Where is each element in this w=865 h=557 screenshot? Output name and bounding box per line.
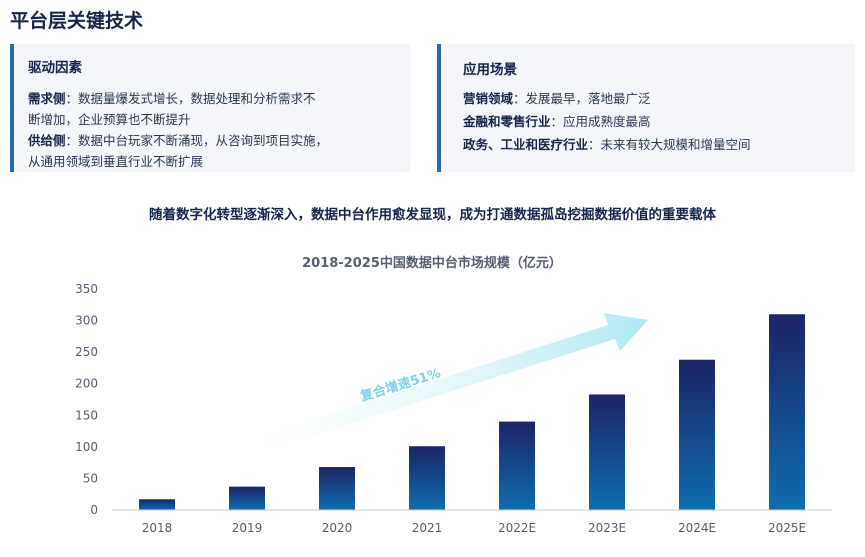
supply-line-2: 从通用领域到垂直行业不断扩展 [28, 154, 204, 169]
scenarios-heading: 应用场景 [463, 62, 517, 78]
y-tick-label: 0 [90, 503, 98, 517]
supply-line-1: 供给侧：数据中台玩家不断涌现，从咨询到项目实施， [28, 130, 410, 151]
bar-2021 [409, 446, 445, 510]
scenario-item: 营销领域：发展最早，落地最广泛 [463, 90, 855, 108]
scenario-text: ：发展最早，落地最广泛 [513, 91, 651, 106]
x-tick-label: 2018 [142, 521, 173, 535]
bar-2024E [679, 359, 715, 510]
x-tick-label: 2024E [678, 521, 716, 535]
x-tick-label: 2022E [498, 521, 536, 535]
supply-text-1: ：数据中台玩家不断涌现，从咨询到项目实施， [65, 133, 329, 148]
drivers-heading: 驱动因素 [28, 60, 82, 76]
demand-line-2: 断增加，企业预算也不断提升 [28, 112, 191, 127]
supply-label: 供给侧 [28, 133, 66, 148]
bar-2019 [229, 486, 265, 510]
demand-label: 需求侧 [28, 91, 66, 106]
y-tick-label: 200 [75, 377, 98, 391]
y-tick-label: 300 [75, 314, 98, 328]
market-size-chart: 2018-2025中国数据中台市场规模（亿元） 复合增速51% 05010015… [75, 255, 832, 535]
drivers-panel: 驱动因素 需求侧：数据量爆发式增长，数据处理和分析需求不 断增加，企业预算也不断… [10, 44, 410, 172]
scenario-label: 政务、工业和医疗行业 [463, 137, 589, 152]
scenario-label: 营销领域 [463, 91, 514, 106]
scenario-text: ：未来有较大规模和增量空间 [588, 137, 751, 152]
y-tick-label: 150 [75, 408, 98, 422]
x-tick-label: 2023E [588, 521, 626, 535]
scenarios-panel: 应用场景 营销领域：发展最早，落地最广泛 金融和零售行业：应用成熟度最高 政务、… [437, 44, 855, 172]
demand-text-1: ：数据量爆发式增长，数据处理和分析需求不 [65, 91, 316, 106]
bar-2023E [589, 394, 625, 510]
scenario-item: 金融和零售行业：应用成熟度最高 [463, 113, 855, 131]
y-tick-label: 350 [75, 282, 98, 296]
growth-arrow-icon [234, 313, 648, 459]
x-tick-label: 2019 [232, 521, 263, 535]
bar-2020 [319, 467, 355, 510]
chart-title: 2018-2025中国数据中台市场规模（亿元） [302, 255, 562, 271]
x-tick-label: 2020 [322, 521, 353, 535]
y-tick-label: 250 [75, 345, 98, 359]
scenario-item: 政务、工业和医疗行业：未来有较大规模和增量空间 [463, 136, 855, 154]
bar-2022E [499, 421, 535, 510]
scenario-label: 金融和零售行业 [463, 114, 551, 129]
demand-line-1: 需求侧：数据量爆发式增长，数据处理和分析需求不 [28, 88, 410, 109]
scenario-text: ：应用成熟度最高 [550, 114, 651, 129]
y-tick-label: 50 [83, 471, 98, 485]
chart-subtitle: 随着数字化转型逐渐深入，数据中台作用愈发显现，成为打通数据孤岛挖掘数据价值的重要… [149, 207, 716, 223]
y-tick-label: 100 [75, 440, 98, 454]
x-tick-label: 2021 [412, 521, 443, 535]
bar-2025E [769, 314, 805, 510]
bar-2018 [139, 499, 175, 510]
x-tick-label: 2025E [768, 521, 806, 535]
page-title: 平台层关键技术 [10, 10, 144, 32]
